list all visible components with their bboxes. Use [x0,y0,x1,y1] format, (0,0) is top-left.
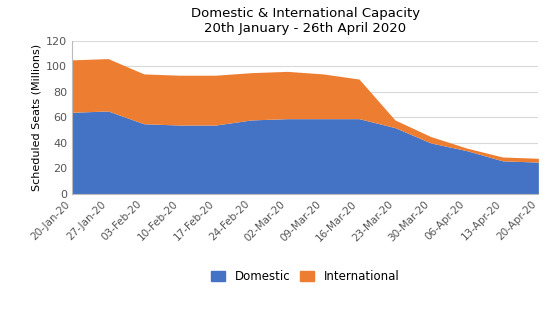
Legend: Domestic, International: Domestic, International [211,270,399,283]
Title: Domestic & International Capacity
20th January - 26th April 2020: Domestic & International Capacity 20th J… [191,8,420,35]
Y-axis label: Scheduled Seats (Millions): Scheduled Seats (Millions) [32,44,42,191]
